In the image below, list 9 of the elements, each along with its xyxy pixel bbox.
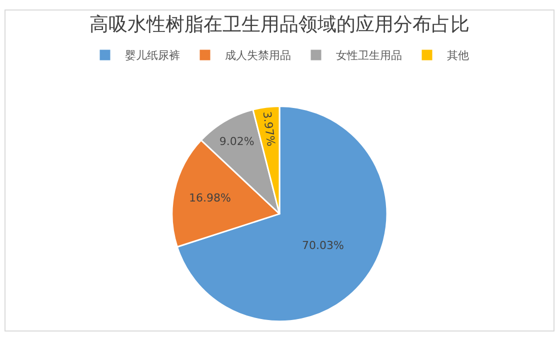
data-label: 9.02% (219, 134, 254, 148)
data-label: 3.97% (260, 110, 278, 148)
legend-label: 婴儿纸尿裤 (125, 49, 180, 62)
chart-title: 高吸水性树脂在卫生用品领域的应用分布占比 (90, 14, 470, 36)
data-label: 70.03% (302, 238, 344, 252)
legend-label: 其他 (447, 49, 469, 62)
data-label: 16.98% (188, 192, 231, 205)
legend-label: 成人失禁用品 (225, 49, 291, 62)
legend-label: 女性卫生用品 (336, 49, 402, 62)
